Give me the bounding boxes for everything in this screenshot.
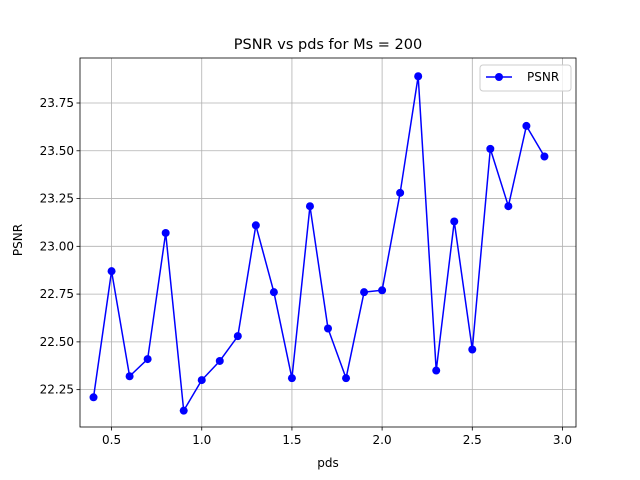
data-point (504, 202, 513, 211)
x-tick-label: 0.5 (102, 433, 121, 447)
data-point (378, 286, 387, 295)
y-axis-label: PSNR (11, 224, 25, 256)
data-point (269, 288, 278, 297)
plot-frame (79, 57, 577, 428)
data-point (107, 267, 116, 276)
data-point (215, 356, 224, 365)
data-point (125, 372, 134, 381)
y-tick-label: 23.75 (40, 96, 74, 110)
data-point (522, 121, 531, 130)
data-point (305, 202, 314, 211)
tick-labels: 0.5 1.0 1.5 2.0 2.5 3.0 22.25 22.50 22.75 23.00 23… (40, 96, 572, 447)
x-tick-label: 3.0 (553, 433, 572, 447)
x-tick-label: 2.5 (463, 433, 482, 447)
data-point (143, 355, 152, 364)
grid-lines (80, 58, 576, 427)
data-point (540, 152, 549, 161)
x-tick-label: 2.0 (373, 433, 392, 447)
data-point (342, 374, 351, 383)
legend-label-psnr: PSNR (527, 70, 559, 84)
y-tick-label: 23.00 (40, 239, 74, 253)
plot-axes (76, 57, 577, 431)
legend-marker-swatch (495, 73, 503, 81)
data-point (197, 376, 206, 385)
data-point (432, 366, 441, 375)
data-point (324, 324, 332, 333)
data-point (179, 406, 188, 415)
series-line-psnr (92, 75, 546, 412)
y-tick-label: 23.50 (40, 144, 74, 158)
series-layer (89, 72, 549, 415)
data-point (251, 221, 260, 230)
y-tick-label: 22.25 (40, 383, 74, 397)
data-point (360, 288, 369, 297)
legend-box (479, 64, 572, 92)
data-point (396, 188, 405, 197)
legend: PSNR (479, 64, 572, 92)
x-axis-label: pds (317, 456, 339, 470)
chart-title: PSNR vs pds for Ms = 200 (234, 37, 422, 53)
data-point (161, 228, 170, 237)
data-point (486, 144, 495, 153)
data-point (89, 393, 98, 402)
y-tick-label: 23.25 (40, 192, 74, 206)
x-tick-label: 1.0 (192, 433, 211, 447)
data-point (468, 345, 477, 354)
data-point (287, 374, 296, 383)
y-tick-label: 22.75 (40, 287, 74, 301)
y-tick-label: 22.50 (40, 335, 74, 349)
data-point (414, 72, 423, 81)
data-point (450, 217, 459, 226)
data-point (233, 332, 242, 341)
x-tick-label: 1.5 (282, 433, 301, 447)
